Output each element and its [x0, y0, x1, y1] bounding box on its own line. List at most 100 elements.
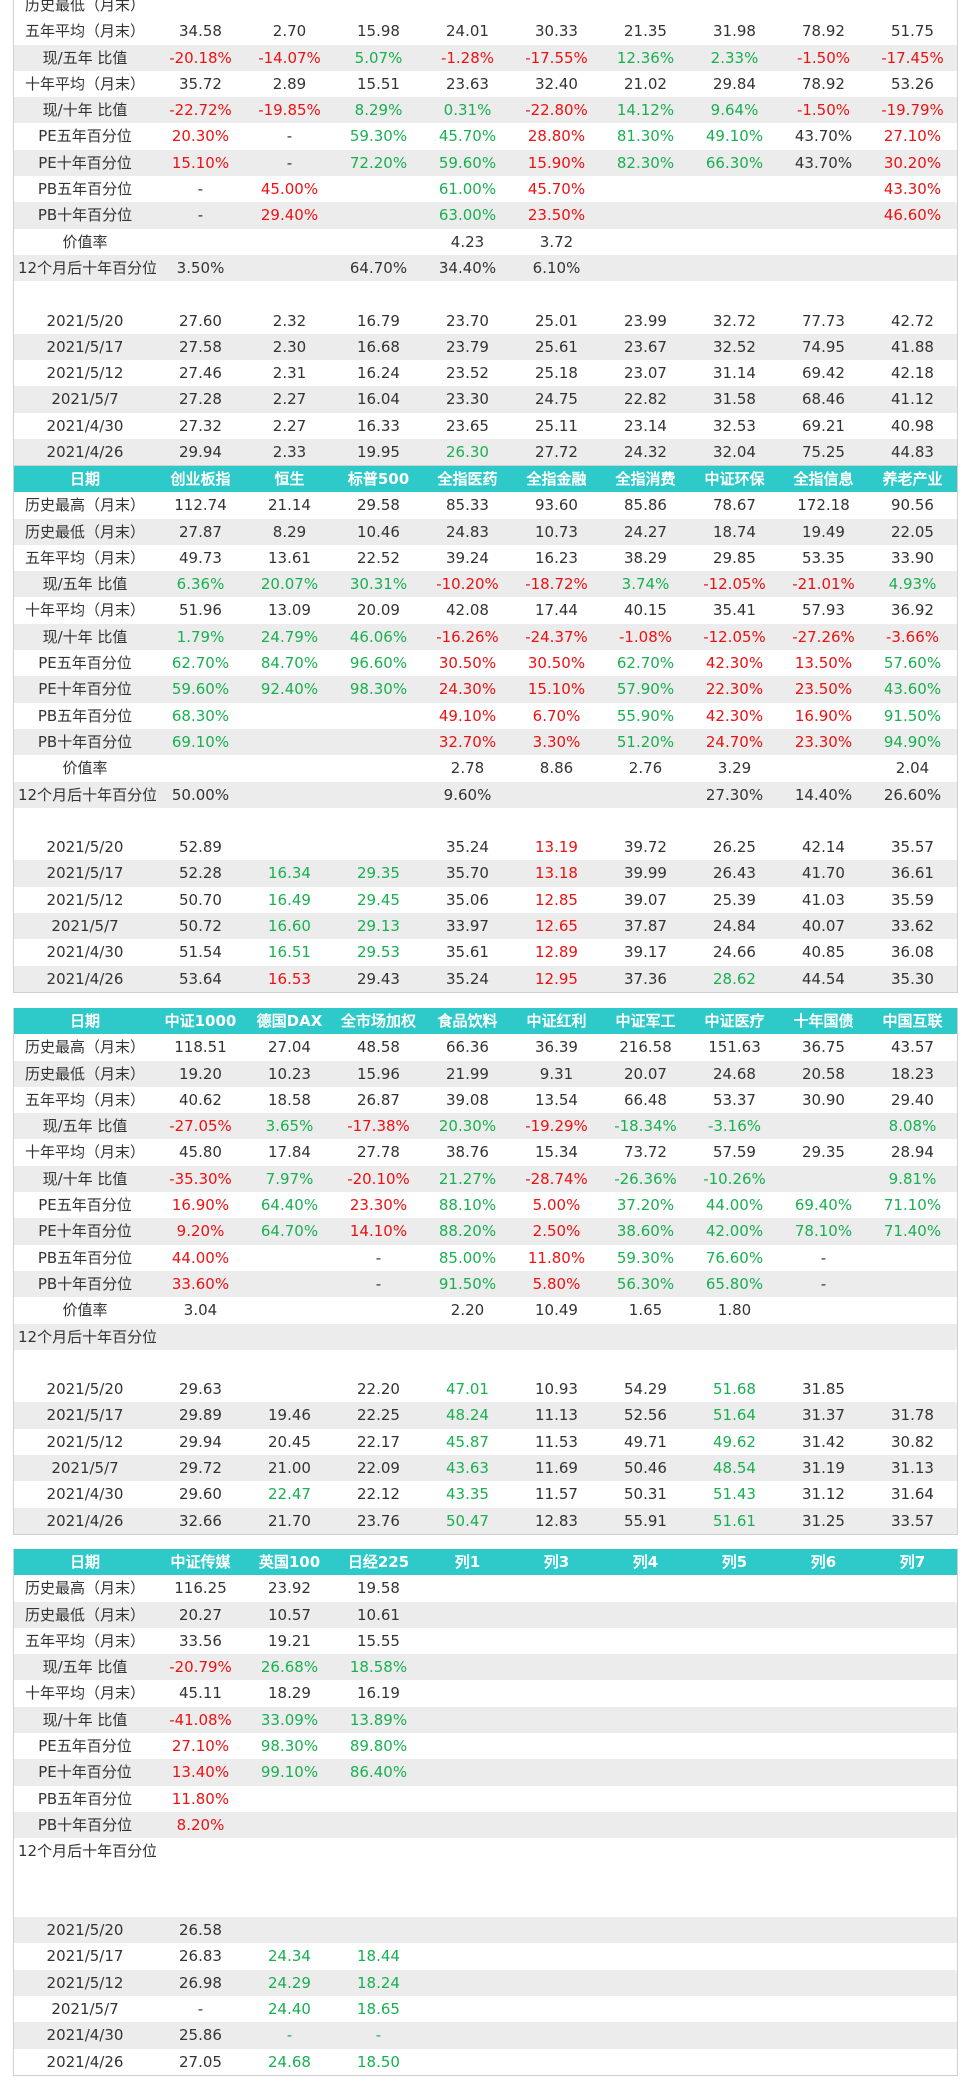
table-cell: -20.10%	[347, 1169, 410, 1188]
row-label: 2021/5/17	[46, 1947, 124, 1966]
table-cell: 40.07	[802, 917, 845, 936]
row-label: PB五年百分位	[37, 1789, 133, 1808]
table-cell: 27.46	[179, 364, 222, 383]
row-label: 现/五年 比值	[42, 1117, 128, 1136]
table-row: 2021/5/20 27.60 2.32 16.79 23.70 25.01 23.99 32…	[14, 308, 957, 334]
table-cell: 27.32	[179, 416, 222, 435]
table-cell: 33.09%	[260, 1710, 319, 1729]
table-cell: 21.35	[624, 22, 667, 41]
table-cell: 22.30%	[705, 680, 764, 699]
table-row: PB五年百分位 44.00% - 85.00% 11.80% 59.30% 76.60% -	[14, 1245, 957, 1271]
table-row	[14, 1350, 957, 1376]
table-cell	[868, 1733, 957, 1759]
table-cell: 22.09	[357, 1459, 400, 1478]
table-cell: 36.75	[802, 1038, 845, 1057]
table-cell: 25.39	[713, 890, 756, 909]
table-cell: 12.95	[535, 969, 578, 988]
row-label: 2021/5/20	[46, 838, 124, 857]
table-cell: 18.58	[268, 1090, 311, 1109]
row-label: 2021/4/26	[46, 1511, 124, 1530]
table-cell: 25.61	[535, 337, 578, 356]
table-cell: 29.72	[179, 1459, 222, 1478]
table-cell: 46.60%	[883, 206, 942, 225]
column-header: 列1	[454, 1553, 481, 1571]
row-label: 历史最低（月末）	[24, 522, 145, 541]
table-cell: 26.30	[446, 443, 489, 462]
table-cell: 88.10%	[438, 1196, 497, 1215]
table-cell	[334, 1838, 423, 1864]
table-cell: 31.14	[713, 364, 756, 383]
table-row: 十年平均（月末） 35.72 2.89 15.51 23.63 32.40 21.02 29.…	[14, 71, 957, 97]
table-cell: 33.90	[891, 548, 934, 567]
table-cell: 32.53	[713, 416, 756, 435]
table-cell: 63.00%	[438, 206, 497, 225]
table-cell: 5.80%	[532, 1274, 581, 1293]
table-cell: 24.68	[713, 1064, 756, 1083]
table-cell: 8.08%	[888, 1117, 937, 1136]
table-cell: 20.30%	[171, 127, 230, 146]
table-cell: 16.60	[268, 917, 311, 936]
table-cell	[334, 808, 423, 834]
table-cell: 3.50%	[176, 258, 225, 277]
row-label: 十年平均（月末）	[24, 1684, 145, 1703]
table-cell: 12.36%	[616, 48, 675, 67]
table-cell: 31.98	[713, 22, 756, 41]
table-cell: 31.12	[802, 1485, 845, 1504]
table-cell	[512, 1812, 601, 1838]
table-cell	[868, 1812, 957, 1838]
row-label: 现/十年 比值	[42, 1169, 128, 1188]
table-cell: 3.74%	[621, 575, 670, 594]
table-row: 五年平均（月末） 49.73 13.61 22.52 39.24 16.23 38.29 29…	[14, 545, 957, 571]
table-cell	[512, 1917, 601, 1943]
table-cell	[779, 1891, 868, 1917]
table-cell: 59.60%	[438, 153, 497, 172]
table-cell: 66.30%	[705, 153, 764, 172]
table-cell	[779, 1113, 868, 1139]
table-cell: 151.63	[708, 1038, 761, 1057]
row-label: 价值率	[62, 232, 108, 251]
table-cell	[512, 1970, 601, 1996]
table-cell: 44.00%	[171, 1248, 230, 1267]
table-row: 现/五年 比值 -20.18% -14.07% 5.07% -1.28% -17.55% 1…	[14, 44, 957, 71]
table-cell: 9.81%	[888, 1169, 937, 1188]
table-cell: 51.20%	[616, 732, 675, 751]
table-row: 2021/5/7 27.28 2.27 16.04 23.30 24.75 22.82 31.…	[14, 386, 957, 413]
table-cell: 50.47	[446, 1511, 489, 1530]
row-label: 2021/5/12	[46, 890, 124, 909]
table-cell: 38.29	[624, 548, 667, 567]
table-cell: 38.76	[446, 1143, 489, 1162]
table-cell: -19.79%	[881, 101, 944, 120]
table-cell: 6.70%	[532, 706, 581, 725]
table-cell	[334, 229, 423, 255]
table-cell: 43.70%	[794, 153, 853, 172]
row-label: PB五年百分位	[37, 1248, 133, 1267]
table-cell: 28.62	[713, 969, 756, 988]
row-label: 2021/5/20	[46, 311, 124, 330]
table-cell: 23.65	[446, 416, 489, 435]
table-cell: 28.94	[891, 1143, 934, 1162]
row-label: 2021/5/7	[51, 390, 119, 409]
table-cell: 57.93	[802, 601, 845, 620]
table-cell: -	[286, 127, 293, 146]
table-cell	[245, 1245, 334, 1271]
table-cell	[601, 1970, 690, 1996]
table-cell	[245, 1917, 334, 1943]
table-cell: 98.30%	[349, 680, 408, 699]
table-cell: 42.30%	[705, 706, 764, 725]
table-cell: 24.40	[268, 2000, 311, 2019]
table-cell: 19.20	[179, 1064, 222, 1083]
table-cell: 9.60%	[443, 785, 492, 804]
table-cell: 44.00%	[705, 1196, 764, 1215]
table-cell: 2.89	[272, 74, 307, 93]
table-cell: 41.70	[802, 864, 845, 883]
row-label: 现/十年 比值	[42, 1710, 128, 1729]
table-cell: -28.74%	[525, 1169, 588, 1188]
table-cell	[156, 1891, 245, 1917]
table-cell: 10.46	[357, 522, 400, 541]
table-cell	[156, 1865, 245, 1891]
table-cell: 81.30%	[616, 127, 675, 146]
table-cell: 25.18	[535, 364, 578, 383]
row-label: PE五年百分位	[38, 1737, 132, 1756]
table-cell	[779, 1707, 868, 1733]
table-cell	[779, 1838, 868, 1864]
